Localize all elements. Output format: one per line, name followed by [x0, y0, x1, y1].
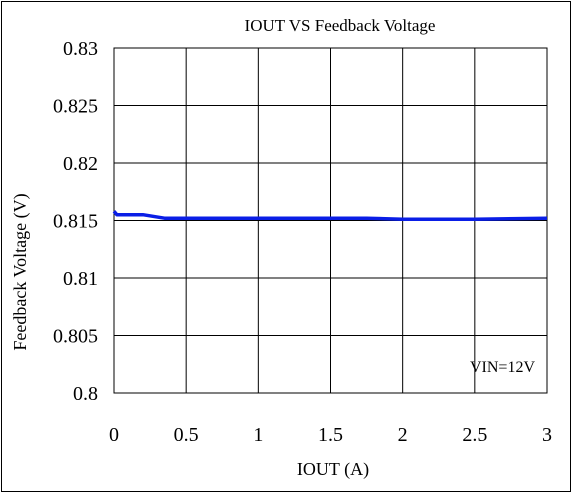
- y-tick-label: 0.8: [73, 383, 98, 405]
- grid: [113, 47, 548, 394]
- vin-annotation: VIN=12V: [470, 359, 535, 376]
- y-tick-label: 0.82: [63, 153, 98, 175]
- y-tick-label: 0.83: [63, 38, 98, 60]
- series-group: [112, 210, 548, 222]
- x-tick-label: 1.5: [318, 424, 343, 446]
- x-tick-label: 2.5: [462, 424, 487, 446]
- x-tick-labels: 0 0.5 1 1.5 2 2.5 3: [109, 424, 552, 446]
- y-tick-label: 0.825: [53, 96, 98, 118]
- x-axis-label: IOUT (A): [297, 459, 369, 480]
- x-tick-label: 2: [398, 424, 408, 446]
- y-tick-labels: 0.8 0.805 0.81 0.815 0.82 0.825 0.83: [53, 38, 98, 405]
- y-tick-label: 0.805: [53, 326, 98, 348]
- y-tick-label: 0.81: [63, 268, 98, 290]
- chart-title: IOUT VS Feedback Voltage: [245, 16, 436, 35]
- series-line: [112, 210, 548, 222]
- x-tick-label: 0: [109, 424, 119, 446]
- y-tick-label: 0.815: [53, 211, 98, 233]
- x-tick-label: 0.5: [174, 424, 199, 446]
- y-axis-label: Feedback Voltage (V): [10, 193, 31, 350]
- x-tick-label: 1: [253, 424, 263, 446]
- plot-border: [113, 47, 548, 394]
- x-tick-label: 3: [542, 424, 552, 446]
